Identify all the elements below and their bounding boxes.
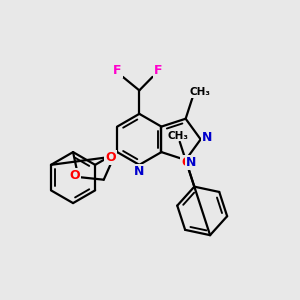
Text: N: N (134, 165, 145, 178)
Text: F: F (154, 64, 162, 77)
Text: N: N (186, 157, 196, 169)
Text: CH₃: CH₃ (190, 87, 211, 97)
Text: O: O (105, 152, 116, 164)
Text: CH₃: CH₃ (167, 130, 188, 140)
Text: F: F (113, 64, 122, 77)
Text: O: O (70, 169, 80, 182)
Text: O: O (181, 156, 192, 169)
Text: N: N (202, 131, 212, 144)
